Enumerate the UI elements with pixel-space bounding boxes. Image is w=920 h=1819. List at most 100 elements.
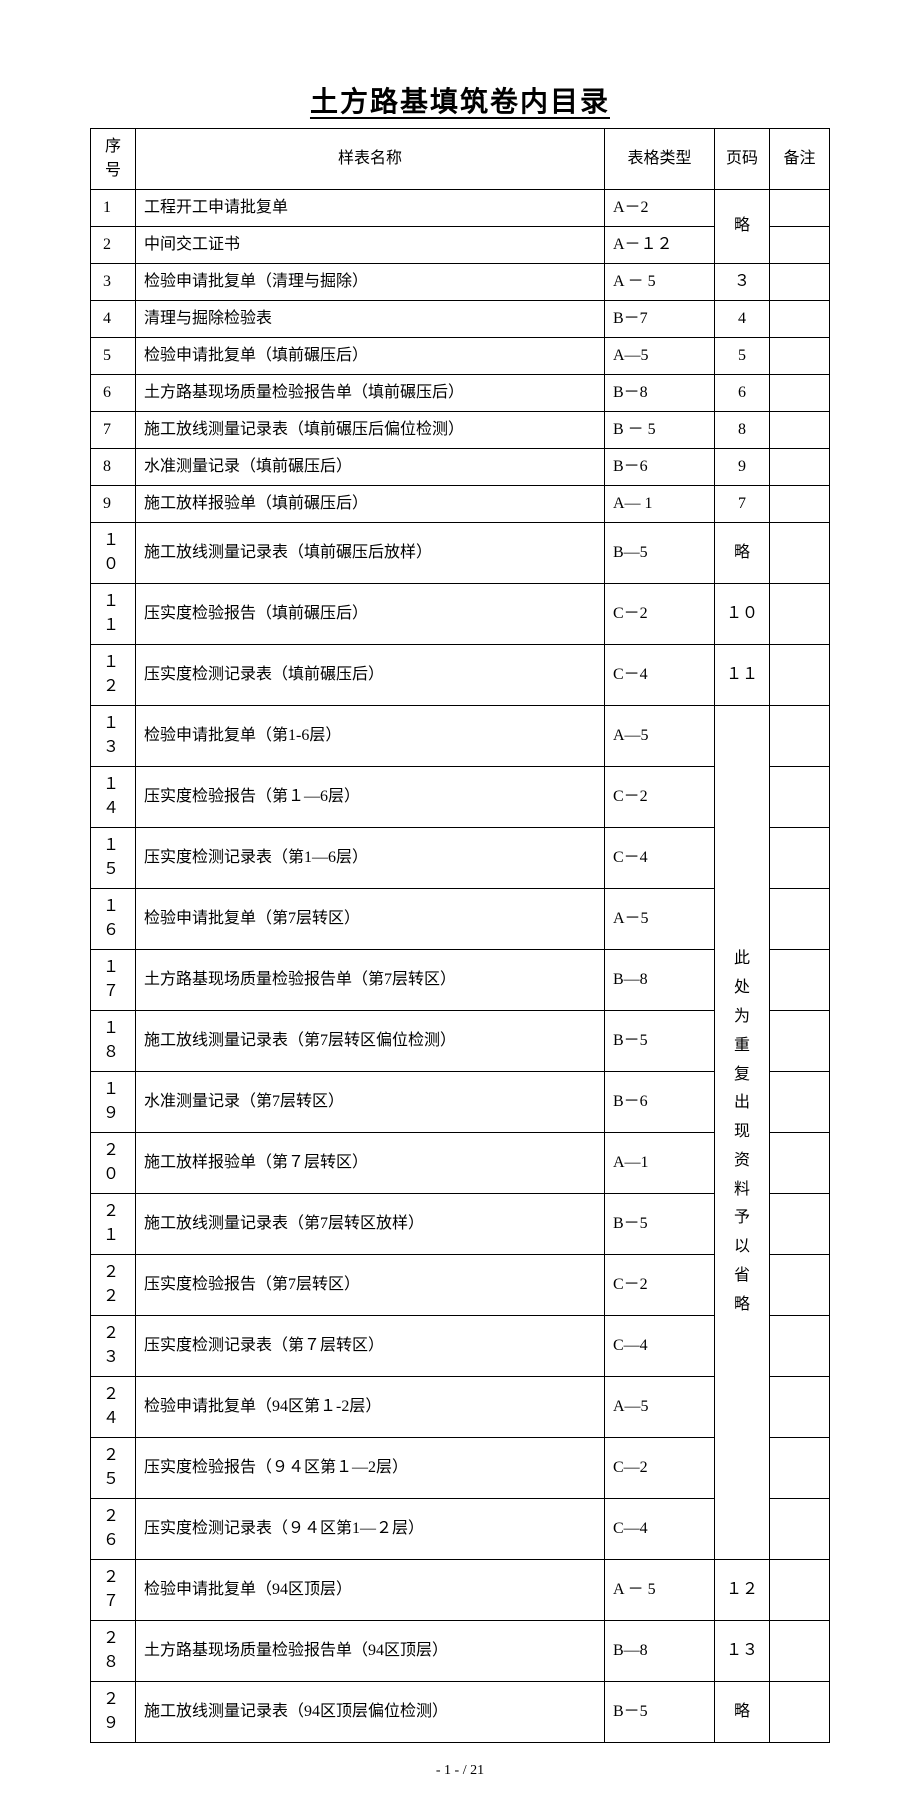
col-name-header: 样表名称 (136, 129, 605, 190)
cell-type: B—5 (605, 523, 715, 584)
cell-note (770, 1255, 830, 1316)
cell-seq: 8 (91, 449, 136, 486)
table-row: 8水准测量记录（填前碾压后）B－69 (91, 449, 830, 486)
cell-type: B－5 (605, 1682, 715, 1743)
cell-name: 压实度检验报告（第１—6层） (136, 767, 605, 828)
cell-name: 检验申请批复单（94区顶层） (136, 1560, 605, 1621)
cell-type: B－5 (605, 1194, 715, 1255)
cell-type: C—2 (605, 1438, 715, 1499)
cell-seq: ２５ (91, 1438, 136, 1499)
cell-note (770, 1377, 830, 1438)
cell-name: 压实度检测记录表（第７层转区） (136, 1316, 605, 1377)
cell-seq: 6 (91, 375, 136, 412)
cell-type: A－１２ (605, 227, 715, 264)
cell-type: B－5 (605, 1011, 715, 1072)
cell-note (770, 449, 830, 486)
cell-note (770, 338, 830, 375)
cell-note (770, 1133, 830, 1194)
cell-type: A － 5 (605, 1560, 715, 1621)
cell-note (770, 584, 830, 645)
cell-note (770, 412, 830, 449)
cell-seq: ２４ (91, 1377, 136, 1438)
cell-name: 清理与掘除检验表 (136, 301, 605, 338)
table-row: 1工程开工申请批复单A－2略 (91, 190, 830, 227)
cell-type: C—4 (605, 1499, 715, 1560)
cell-note (770, 1011, 830, 1072)
cell-page: 4 (715, 301, 770, 338)
table-row: 4清理与掘除检验表B－74 (91, 301, 830, 338)
page-footer: - 1 - / 21 (90, 1763, 830, 1779)
table-row: 9施工放样报验单（填前碾压后）A— 17 (91, 486, 830, 523)
cell-note (770, 1499, 830, 1560)
cell-note (770, 950, 830, 1011)
cell-name: 压实度检验报告（填前碾压后） (136, 584, 605, 645)
cell-type: A－2 (605, 190, 715, 227)
page-title: 土方路基填筑卷内目录 (90, 80, 830, 120)
cell-type: C—4 (605, 1316, 715, 1377)
cell-note (770, 375, 830, 412)
cell-note (770, 1072, 830, 1133)
cell-type: A—5 (605, 338, 715, 375)
cell-type: A－5 (605, 889, 715, 950)
cell-name: 土方路基现场质量检验报告单（第7层转区） (136, 950, 605, 1011)
cell-note (770, 1621, 830, 1682)
cell-page: 7 (715, 486, 770, 523)
cell-type: A － 5 (605, 264, 715, 301)
cell-name: 压实度检验报告（９４区第１—2层） (136, 1438, 605, 1499)
cell-type: B—8 (605, 1621, 715, 1682)
cell-name: 土方路基现场质量检验报告单（填前碾压后） (136, 375, 605, 412)
table-row: ２９施工放线测量记录表（94区顶层偏位检测）B－5略 (91, 1682, 830, 1743)
cell-seq: １８ (91, 1011, 136, 1072)
cell-type: B－6 (605, 1072, 715, 1133)
cell-note (770, 645, 830, 706)
cell-seq: 5 (91, 338, 136, 375)
cell-page: ３ (715, 264, 770, 301)
cell-note (770, 301, 830, 338)
cell-name: 施工放线测量记录表（填前碾压后放样） (136, 523, 605, 584)
table-row: 3检验申请批复单（清理与掘除）A － 5３ (91, 264, 830, 301)
cell-name: 中间交工证书 (136, 227, 605, 264)
cell-seq: 7 (91, 412, 136, 449)
catalog-table: 序号 样表名称 表格类型 页码 备注 1工程开工申请批复单A－2略2中间交工证书… (90, 128, 830, 1743)
cell-seq: ２８ (91, 1621, 136, 1682)
cell-type: B－8 (605, 375, 715, 412)
cell-note (770, 828, 830, 889)
cell-seq: １７ (91, 950, 136, 1011)
cell-seq: １１ (91, 584, 136, 645)
table-row: １１压实度检验报告（填前碾压后）C－2１０ (91, 584, 830, 645)
cell-seq: 4 (91, 301, 136, 338)
cell-name: 施工放线测量记录表（第7层转区放样） (136, 1194, 605, 1255)
cell-name: 施工放线测量记录表（第7层转区偏位检测） (136, 1011, 605, 1072)
cell-page: 略 (715, 523, 770, 584)
cell-name: 检验申请批复单（第7层转区） (136, 889, 605, 950)
cell-note (770, 767, 830, 828)
cell-page: 8 (715, 412, 770, 449)
cell-note (770, 1682, 830, 1743)
cell-note (770, 1560, 830, 1621)
cell-seq: １２ (91, 645, 136, 706)
table-row: １０施工放线测量记录表（填前碾压后放样）B—5略 (91, 523, 830, 584)
cell-type: B－6 (605, 449, 715, 486)
cell-page: 9 (715, 449, 770, 486)
cell-seq: ２３ (91, 1316, 136, 1377)
col-type-header: 表格类型 (605, 129, 715, 190)
cell-page: 5 (715, 338, 770, 375)
cell-name: 压实度检测记录表（９４区第1—２层） (136, 1499, 605, 1560)
table-row: 7施工放线测量记录表（填前碾压后偏位检测）B － 58 (91, 412, 830, 449)
cell-name: 检验申请批复单（94区第１-2层） (136, 1377, 605, 1438)
cell-seq: １５ (91, 828, 136, 889)
cell-name: 施工放线测量记录表（94区顶层偏位检测） (136, 1682, 605, 1743)
cell-note (770, 190, 830, 227)
cell-page: １２ (715, 1560, 770, 1621)
cell-note (770, 486, 830, 523)
cell-note (770, 1438, 830, 1499)
cell-name: 施工放样报验单（第７层转区） (136, 1133, 605, 1194)
cell-page: 6 (715, 375, 770, 412)
cell-type: A—5 (605, 1377, 715, 1438)
table-row: 6土方路基现场质量检验报告单（填前碾压后）B－86 (91, 375, 830, 412)
table-row: １２压实度检测记录表（填前碾压后）C－4１１ (91, 645, 830, 706)
cell-seq: ２２ (91, 1255, 136, 1316)
table-row: 5检验申请批复单（填前碾压后）A—55 (91, 338, 830, 375)
cell-seq: １９ (91, 1072, 136, 1133)
cell-name: 工程开工申请批复单 (136, 190, 605, 227)
